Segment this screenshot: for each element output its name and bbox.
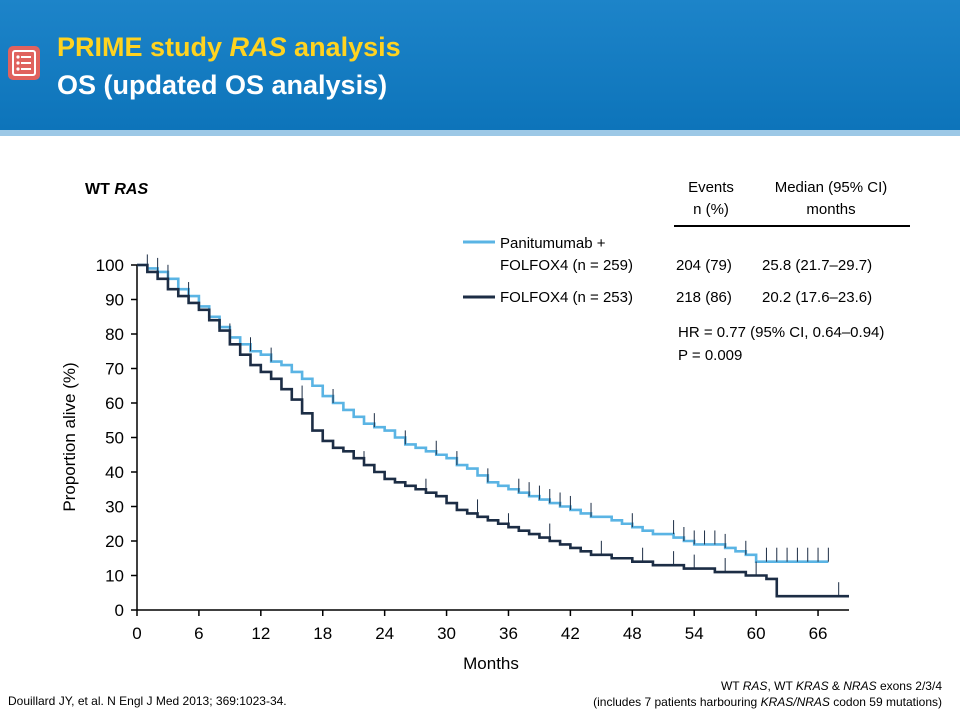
events-panitumumab: 204 (79) (676, 257, 732, 274)
table-header-median: Median (95% CI) (775, 179, 888, 196)
p-value: P = 0.009 (678, 347, 742, 364)
legend-label-panitumumab-2: FOLFOX4 (n = 259) (500, 257, 633, 274)
checklist-icon (8, 46, 40, 80)
x-tick-label: 60 (747, 624, 766, 643)
slide-header (0, 0, 960, 130)
x-tick-label: 0 (132, 624, 141, 643)
y-tick-label: 60 (105, 394, 124, 413)
footnote: WT RAS, WT KRAS & NRAS exons 2/3/4 (incl… (593, 678, 942, 710)
table-header-events: Events (688, 179, 734, 196)
y-tick-label: 30 (105, 498, 124, 517)
km-curve-folfox4 (137, 263, 849, 598)
x-tick-label: 36 (499, 624, 518, 643)
x-axis-label: Months (463, 654, 519, 673)
x-tick-label: 48 (623, 624, 642, 643)
plot-area (137, 254, 849, 598)
y-tick-label: 20 (105, 532, 124, 551)
y-tick-label: 10 (105, 567, 124, 586)
hazard-ratio: HR = 0.77 (95% CI, 0.64–0.94) (678, 324, 884, 341)
x-tick-label: 18 (313, 624, 332, 643)
y-axis-label: Proportion alive (%) (60, 362, 79, 511)
events-folfox4: 218 (86) (676, 289, 732, 306)
slide-subtitle: OS (updated OS analysis) (57, 70, 388, 100)
x-tick-label: 30 (437, 624, 456, 643)
legend-label-panitumumab-1: Panitumumab + (500, 235, 606, 252)
y-tick-label: 80 (105, 325, 124, 344)
slide-title: PRIME study RAS analysis (57, 32, 401, 62)
y-tick-label: 50 (105, 429, 124, 448)
y-tick-label: 100 (96, 256, 124, 275)
y-tick-label: 0 (115, 601, 124, 620)
median-folfox4: 20.2 (17.6–23.6) (762, 289, 872, 306)
x-tick-label: 24 (375, 624, 394, 643)
median-panitumumab: 25.8 (21.7–29.7) (762, 257, 872, 274)
y-tick-label: 70 (105, 360, 124, 379)
legend-label-folfox4: FOLFOX4 (n = 253) (500, 289, 633, 306)
x-tick-label: 54 (685, 624, 704, 643)
citation: Douillard JY, et al. N Engl J Med 2013; … (8, 694, 287, 708)
x-tick-label: 66 (809, 624, 828, 643)
table-header-median-unit: months (806, 201, 855, 218)
km-chart: WT RAS Events n (%) Median (95% CI) mont… (60, 179, 910, 673)
panel-label: WT RAS (85, 181, 148, 198)
x-tick-label: 6 (194, 624, 203, 643)
header-divider (0, 130, 960, 136)
x-tick-label: 12 (251, 624, 270, 643)
x-tick-label: 42 (561, 624, 580, 643)
table-header-events-unit: n (%) (693, 201, 729, 218)
axes: 0 10 20 30 40 50 60 70 80 90 100 0 6 12 18 24 30 36 42 48 54… (96, 256, 849, 643)
footnote-line-2: (includes 7 patients harbouring KRAS/NRA… (593, 695, 942, 709)
y-tick-label: 40 (105, 463, 124, 482)
footnote-line-1: WT RAS, WT KRAS & NRAS exons 2/3/4 (720, 679, 942, 693)
y-tick-label: 90 (105, 291, 124, 310)
